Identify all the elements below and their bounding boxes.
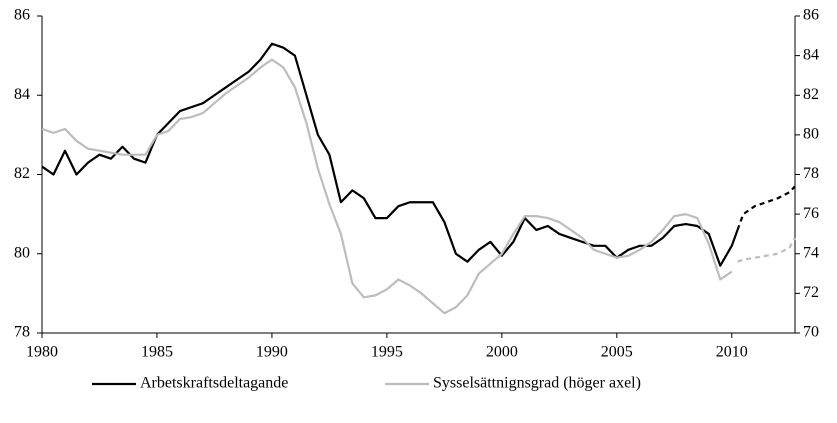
y-tick-label: 84 (14, 86, 30, 103)
y-tick-label: 86 (14, 7, 30, 24)
x-tick-label: 2010 (716, 344, 748, 361)
series-line (41, 58, 733, 315)
y2-tick-label: 80 (803, 126, 819, 143)
x-tick-label: 1995 (371, 344, 403, 361)
forecast-line (736, 185, 796, 231)
y2-tick-label: 74 (803, 244, 819, 261)
y2-tick-label: 76 (803, 205, 819, 222)
y2-tick-label: 70 (803, 324, 819, 341)
y2-tick-label: 84 (803, 46, 819, 63)
y2-tick-label: 78 (803, 165, 819, 182)
x-tick-label: 2000 (486, 344, 518, 361)
series-line (41, 42, 739, 267)
y2-tick-label: 72 (803, 284, 819, 301)
x-tick-label: 1985 (141, 344, 173, 361)
forecast-line (737, 237, 796, 263)
y-tick-label: 80 (14, 244, 30, 261)
y-tick-label: 78 (14, 324, 30, 341)
x-tick-label: 1980 (26, 344, 58, 361)
y-tick-label: 82 (14, 165, 30, 182)
y2-tick-label: 82 (803, 86, 819, 103)
x-tick-label: 1990 (256, 344, 288, 361)
legend-label: Sysselsättnignsgrad (höger axel) (433, 375, 641, 392)
y2-tick-label: 86 (803, 7, 819, 24)
legend-label: Arbetskraftsdeltagande (140, 375, 288, 392)
x-tick-label: 2005 (601, 344, 633, 361)
